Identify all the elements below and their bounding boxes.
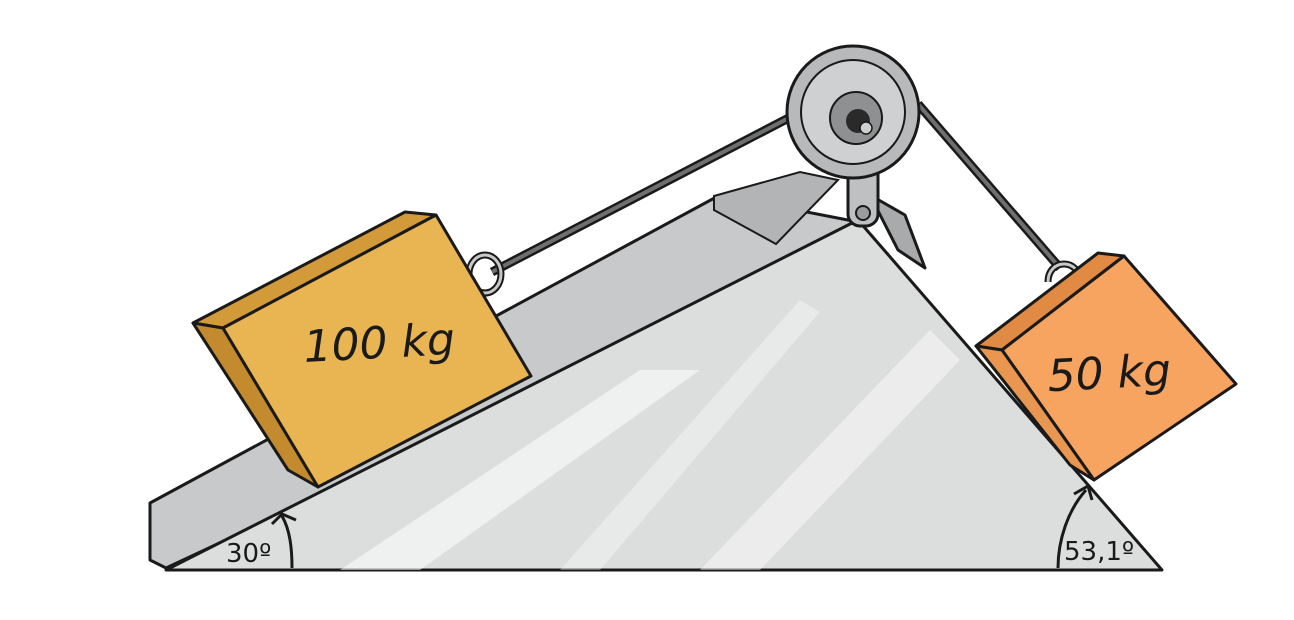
block-100kg-label: 100 kg [302,314,456,373]
block-50kg-label: 50 kg [1046,345,1172,402]
angle-right-label: 53,1º [1064,537,1134,567]
rope [489,101,1064,276]
wedge [164,218,1164,572]
angle-right-marker: 53,1º [1056,483,1134,569]
block-100kg: 100 kg [191,210,533,489]
block-50kg: 50 kg [974,251,1238,482]
pulley [785,44,921,180]
angle-left-label: 30º [226,539,271,569]
angle-left-marker: 30º [226,512,297,569]
